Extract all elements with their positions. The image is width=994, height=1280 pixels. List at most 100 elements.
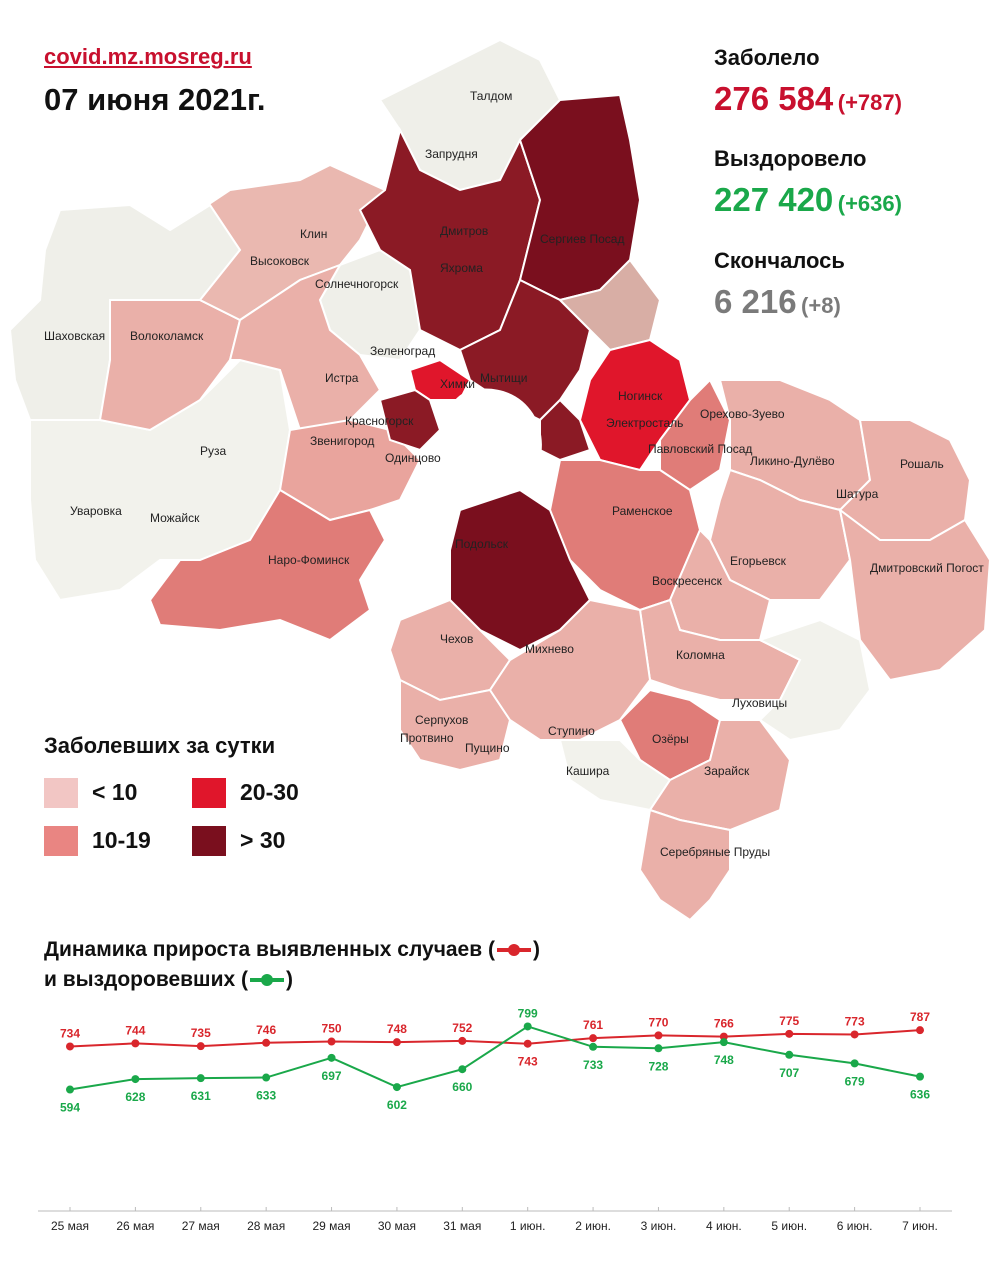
infected-point <box>785 1029 794 1038</box>
infected-point <box>916 1026 924 1035</box>
map-label: Талдом <box>470 89 512 103</box>
legend-title: Заболевших за сутки <box>44 733 276 758</box>
dynamics-title-text1: Динамика прироста выявленных случаев ( <box>44 938 495 961</box>
map-label: Серебряные Пруды <box>660 845 770 859</box>
moscow-city-blank <box>436 388 542 500</box>
infected-data-label: 734 <box>60 1026 80 1040</box>
recovered-data-label: 628 <box>125 1090 145 1104</box>
infected-data-label: 773 <box>845 1014 865 1028</box>
infected-data-label: 750 <box>322 1022 342 1036</box>
infected-data-label: 761 <box>583 1018 603 1032</box>
infected-stat: 276 584 (+787) <box>714 80 902 118</box>
recovered-point <box>262 1073 271 1082</box>
x-tick-label: 29 мая <box>312 1219 350 1233</box>
recovered-point <box>523 1022 532 1031</box>
infected-data-label: 743 <box>518 1055 538 1069</box>
recovered-point <box>131 1075 140 1084</box>
infected-data-label: 752 <box>452 1021 472 1035</box>
recovered-data-label: 728 <box>648 1059 668 1073</box>
district-lukhovitsy <box>757 618 872 742</box>
recovered-point <box>327 1053 336 1062</box>
map-label: Луховицы <box>732 696 787 710</box>
district-serebryanye-prudy <box>638 808 731 922</box>
map-districts <box>8 38 992 922</box>
recovered-point <box>196 1074 205 1083</box>
map-label: Раменское <box>612 504 673 518</box>
map-label: Коломна <box>676 648 725 662</box>
recovered-data-label: 602 <box>387 1098 407 1112</box>
dynamics-title-line1: Динамика прироста выявленных случаев () <box>44 935 540 965</box>
green-line-marker-icon <box>249 974 284 987</box>
legend-swatch-10-19 <box>44 826 78 856</box>
x-tick-label: 6 июн. <box>837 1219 873 1233</box>
deaths-value: 6 216 <box>714 283 797 320</box>
site-link[interactable]: covid.mz.mosreg.ru <box>44 44 252 69</box>
infected-delta: (+787) <box>837 90 902 115</box>
map-label: Серпухов <box>415 713 468 727</box>
infected-point <box>458 1036 467 1045</box>
map-label: Орехово-Зуево <box>700 407 785 421</box>
chart-series <box>66 1022 924 1094</box>
infected-point <box>850 1030 859 1039</box>
deaths-stat: 6 216 (+8) <box>714 283 841 321</box>
x-tick-label: 1 июн. <box>510 1219 546 1233</box>
map-label: Ступино <box>548 724 595 738</box>
red-line-marker-icon <box>496 944 531 957</box>
x-tick-label: 30 мая <box>378 1219 416 1233</box>
deaths-label: Скончалось <box>714 248 845 273</box>
recovered-point <box>719 1038 728 1047</box>
infected-data-label: 735 <box>191 1026 211 1040</box>
x-tick-label: 7 июн. <box>902 1219 938 1233</box>
map-label: Зарайск <box>704 764 750 778</box>
infected-point <box>719 1032 728 1041</box>
map-label: Звенигород <box>310 434 374 448</box>
map-label: Ликино-Дулёво <box>750 454 835 468</box>
district-noginsk <box>578 338 692 472</box>
legend-label-20-30: 20-30 <box>240 779 299 805</box>
map-label: Высоковск <box>250 254 310 268</box>
map-label: Дмитров <box>440 224 488 238</box>
recovered-data-label: 707 <box>779 1066 799 1080</box>
recovered-data-label: 631 <box>191 1089 211 1103</box>
infected-data-label: 744 <box>125 1023 145 1037</box>
recovered-label: Выздоровело <box>714 146 867 171</box>
map-label: Можайск <box>150 511 200 525</box>
map-label: Кашира <box>566 764 610 778</box>
infected-data-label: 766 <box>714 1017 734 1031</box>
map-label: Подольск <box>455 537 509 551</box>
x-tick-label: 25 мая <box>51 1219 89 1233</box>
infected-point <box>262 1038 271 1047</box>
map-label: Павловский Посад <box>648 442 752 456</box>
district-pushkino <box>558 258 662 352</box>
recovered-data-label: 679 <box>845 1074 865 1088</box>
map-label: Волоколамск <box>130 329 204 343</box>
dynamics-title-end2: ) <box>285 968 293 991</box>
recovered-value: 227 420 <box>714 181 834 218</box>
dynamics-chart: 25 мая 26 мая 27 мая 28 мая 29 мая 30 мая 31 м… <box>38 1006 952 1233</box>
district-egoryevsk <box>708 468 852 601</box>
map-label: Одинцово <box>385 451 441 465</box>
infected-data-label: 787 <box>910 1010 930 1024</box>
recovered-data-label: 733 <box>583 1058 603 1072</box>
infected-point <box>392 1038 401 1047</box>
recovered-point <box>458 1065 467 1074</box>
map-label: Протвино <box>400 731 454 745</box>
map-label: Сергиев Посад <box>540 232 624 246</box>
map-label: Михнево <box>525 642 574 656</box>
dynamics-title-line2: и выздоровевших () <box>44 965 540 995</box>
recovered-point <box>850 1059 859 1068</box>
dynamics-title-end1: ) <box>532 938 540 961</box>
recovered-point <box>916 1072 924 1081</box>
x-tick-label: 28 мая <box>247 1219 285 1233</box>
x-tick-label: 2 июн. <box>575 1219 611 1233</box>
map-label: Рошаль <box>900 457 944 471</box>
x-tick-label: 31 мая <box>443 1219 481 1233</box>
map-label: Чехов <box>440 632 473 646</box>
map-label: Руза <box>200 444 227 458</box>
x-tick-label: 3 июн. <box>641 1219 677 1233</box>
map-label: Озёры <box>652 732 689 746</box>
recovered-point <box>785 1050 794 1059</box>
recovered-point <box>66 1085 74 1094</box>
infected-label: Заболело <box>714 45 820 70</box>
infected-series-line <box>69 1029 921 1048</box>
